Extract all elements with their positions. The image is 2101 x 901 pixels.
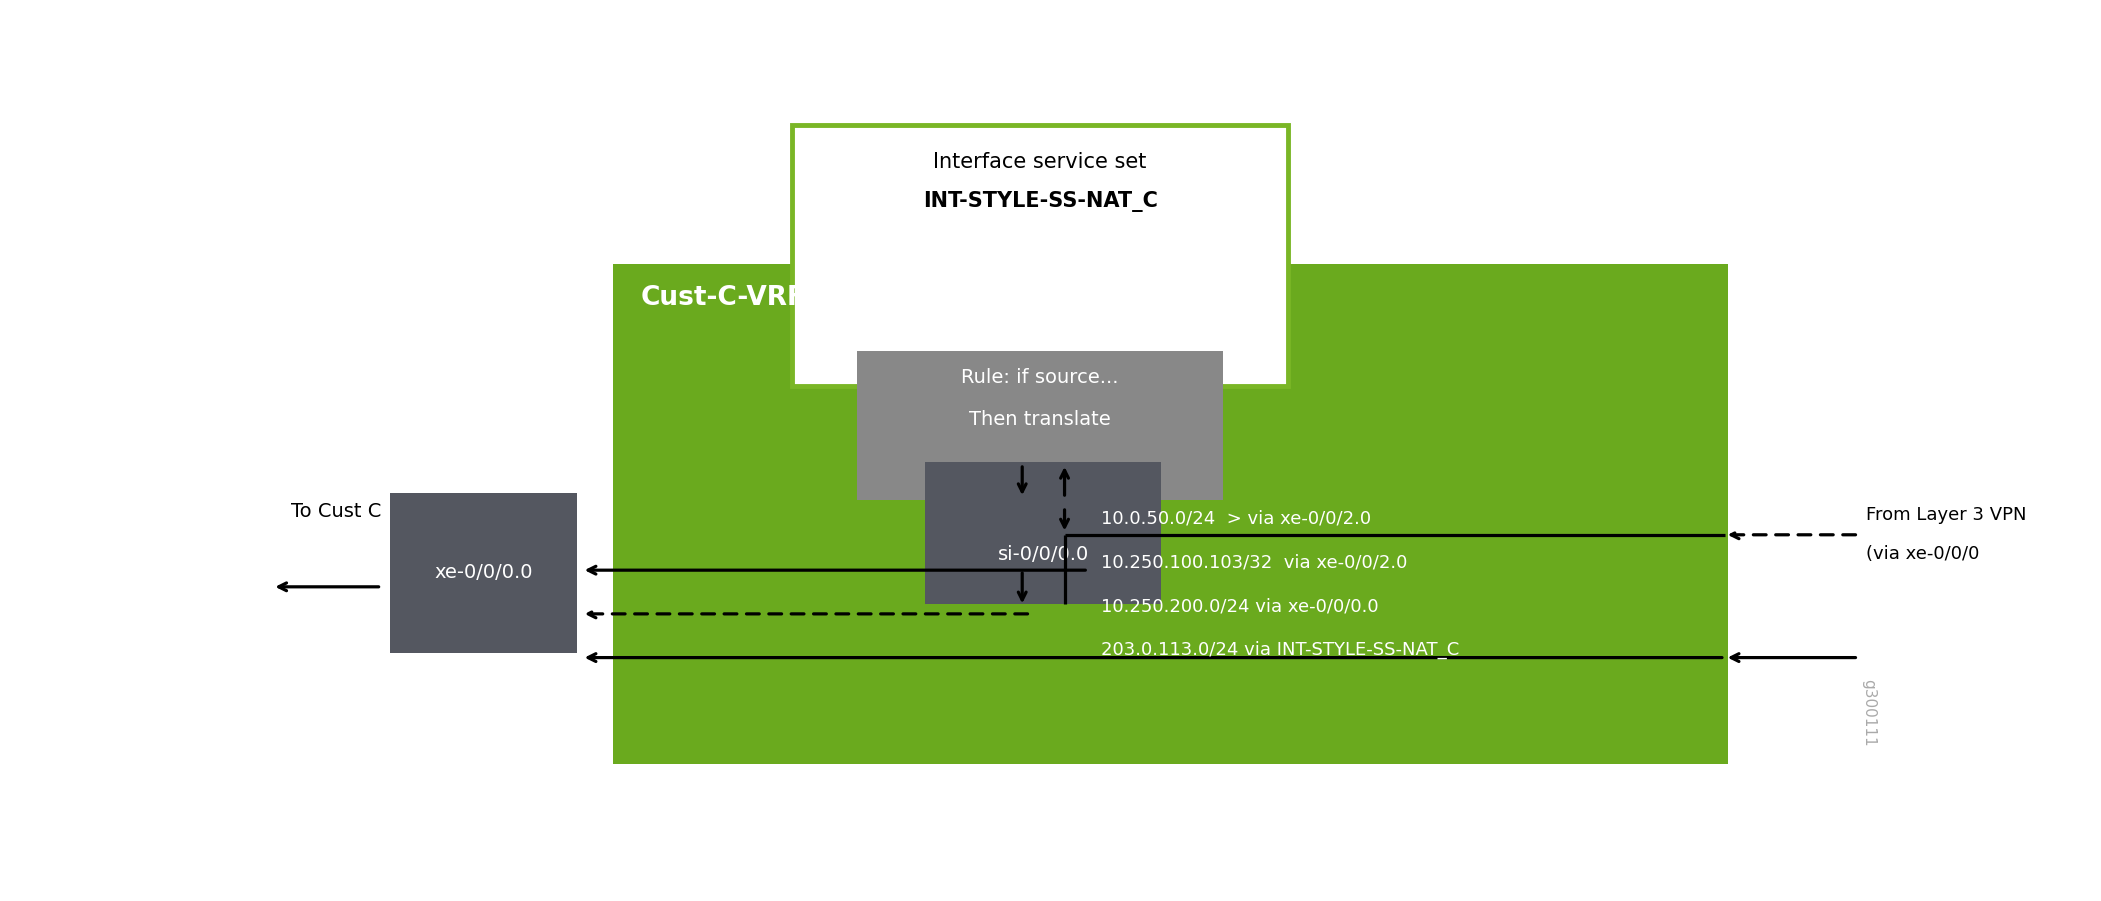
Text: si-0/0/0.0: si-0/0/0.0 (998, 545, 1088, 564)
Text: INT-STYLE-SS-NAT_C: INT-STYLE-SS-NAT_C (922, 191, 1158, 213)
Text: 10.0.50.0/24  > via xe-0/0/2.0: 10.0.50.0/24 > via xe-0/0/2.0 (1101, 510, 1372, 528)
FancyBboxPatch shape (857, 351, 1223, 500)
Text: 10.250.100.103/32  via xe-0/0/2.0: 10.250.100.103/32 via xe-0/0/2.0 (1101, 553, 1408, 571)
Text: g300111: g300111 (1861, 678, 1876, 746)
FancyBboxPatch shape (792, 125, 1288, 386)
Text: 10.250.200.0/24 via xe-0/0/0.0: 10.250.200.0/24 via xe-0/0/0.0 (1101, 597, 1378, 615)
FancyBboxPatch shape (613, 264, 1729, 764)
Text: Interface service set: Interface service set (933, 152, 1147, 172)
Text: To Cust C: To Cust C (292, 502, 382, 521)
Text: From Layer 3 VPN: From Layer 3 VPN (1866, 506, 2027, 524)
Text: Then translate: Then translate (969, 410, 1111, 429)
Text: xe-0/0/0.0: xe-0/0/0.0 (435, 563, 532, 582)
Text: Cust-C-VRF: Cust-C-VRF (641, 285, 805, 311)
Text: 203.0.113.0/24 via INT-STYLE-SS-NAT_C: 203.0.113.0/24 via INT-STYLE-SS-NAT_C (1101, 641, 1460, 659)
Text: Rule: if source...: Rule: if source... (962, 369, 1120, 387)
FancyBboxPatch shape (924, 462, 1162, 605)
Text: (via xe-0/0/0: (via xe-0/0/0 (1866, 544, 1979, 562)
FancyBboxPatch shape (389, 493, 578, 652)
